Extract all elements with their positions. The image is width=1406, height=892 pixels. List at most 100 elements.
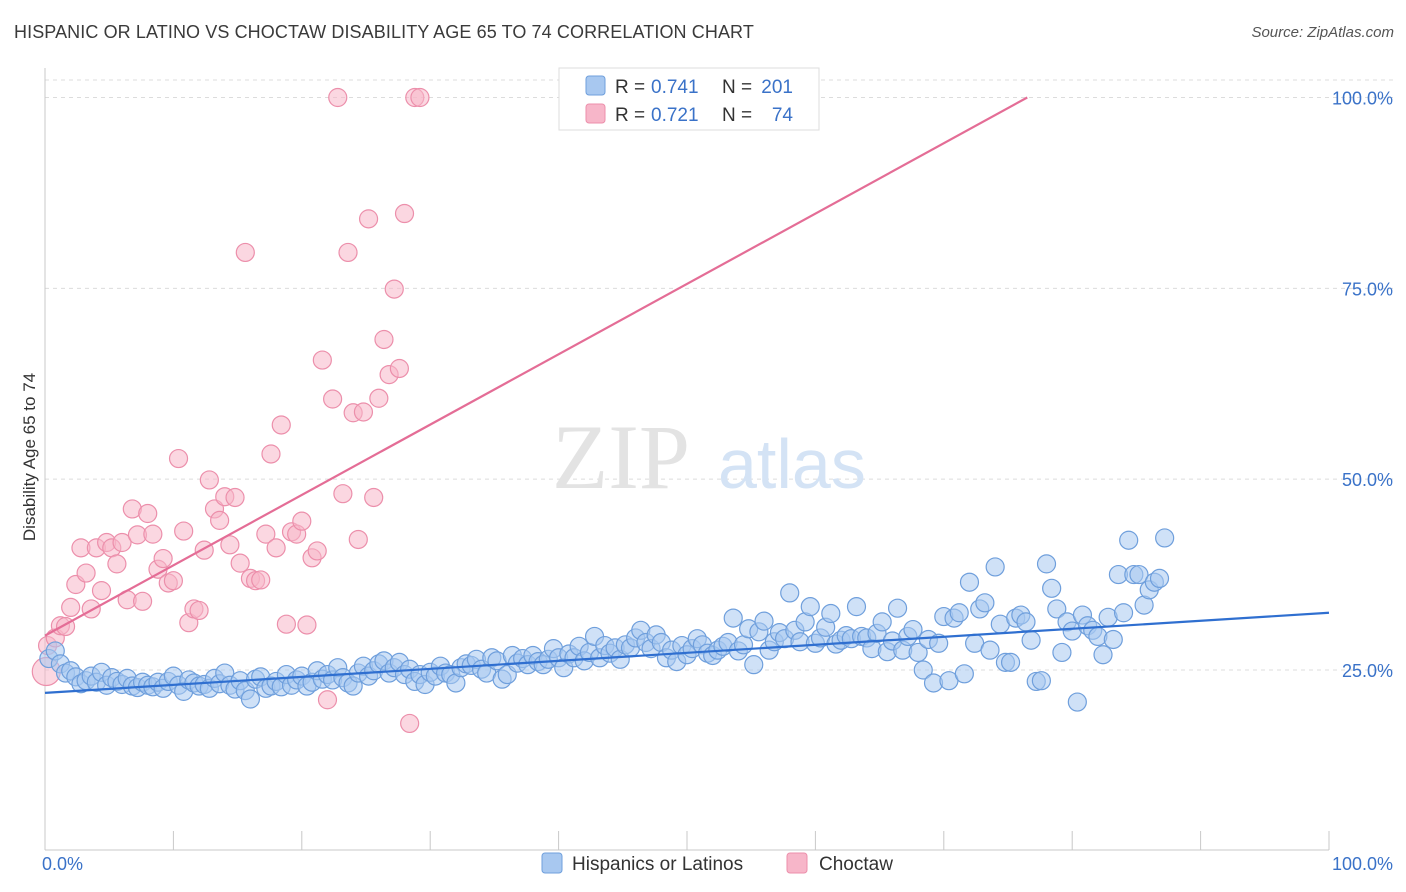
hispanic-point-212 xyxy=(1129,564,1149,585)
choctaw-point-56 xyxy=(323,389,343,409)
choctaw-point-51 xyxy=(297,615,317,635)
choctaw-point-64 xyxy=(364,487,384,508)
chart-title: HISPANIC OR LATINO VS CHOCTAW DISABILITY… xyxy=(14,22,754,42)
watermark-atlas: atlas xyxy=(718,425,866,503)
stats-r-value-2: 0.721 xyxy=(651,105,699,126)
choctaw-point-70 xyxy=(394,203,415,224)
hispanic-point-191 xyxy=(1021,630,1041,650)
choctaw-point-50 xyxy=(292,511,312,531)
hispanic-point-190 xyxy=(1016,612,1036,632)
choctaw-point-8 xyxy=(76,563,96,583)
hispanic-points xyxy=(39,528,1175,712)
hispanic-point-195 xyxy=(1042,578,1062,598)
choctaw-point-30 xyxy=(189,600,209,621)
hispanic-point-216 xyxy=(1149,568,1170,589)
hispanic-point-217 xyxy=(1155,528,1175,548)
legend-label-choctaw: Choctaw xyxy=(819,854,893,875)
choctaw-point-53 xyxy=(307,541,327,561)
y-tick-label-75: 75.0% xyxy=(1342,279,1393,299)
y-tick-label-25: 25.0% xyxy=(1342,661,1393,681)
choctaw-point-57 xyxy=(328,87,348,108)
legend-swatch-pink xyxy=(585,103,606,124)
hispanic-point-173 xyxy=(929,633,949,653)
choctaw-point-47 xyxy=(276,614,296,634)
choctaw-point-37 xyxy=(225,487,245,508)
choctaw-point-44 xyxy=(261,444,281,464)
hispanic-point-194 xyxy=(1036,554,1057,574)
choctaw-point-65 xyxy=(369,388,389,408)
choctaw-point-45 xyxy=(266,538,286,558)
choctaw-point-11 xyxy=(91,581,112,601)
hispanic-point-157 xyxy=(846,597,867,617)
hispanic-point-210 xyxy=(1119,530,1139,550)
choctaw-point-68 xyxy=(384,279,404,299)
stats-legend: R = 0.741 N = 201 R = 0.721 N = 74 xyxy=(558,67,820,131)
hispanic-point-177 xyxy=(949,603,969,623)
hispanic-point-187 xyxy=(1000,652,1021,672)
choctaw-point-34 xyxy=(210,510,230,530)
hispanic-point-209 xyxy=(1113,603,1134,623)
choctaw-point-63 xyxy=(358,209,379,229)
choctaw-point-32 xyxy=(199,470,219,490)
hispanic-point-170 xyxy=(913,660,933,680)
choctaw-point-36 xyxy=(220,535,240,555)
stats-r-value-1: 0.741 xyxy=(651,77,699,98)
hispanic-point-183 xyxy=(980,640,1000,660)
stats-n-value-2: 74 xyxy=(772,105,794,126)
choctaw-point-25 xyxy=(163,571,183,591)
choctaw-point-27 xyxy=(174,521,194,541)
source-label: Source: ZipAtlas.com xyxy=(1251,24,1394,41)
hispanic-point-205 xyxy=(1093,645,1113,665)
hispanic-point-184 xyxy=(985,557,1005,577)
choctaw-point-46 xyxy=(271,415,291,435)
hispanic-trend-line xyxy=(44,611,1330,694)
stats-n-label-2: N = xyxy=(722,105,752,126)
choctaw-point-43 xyxy=(256,524,276,544)
choctaw-point-62 xyxy=(353,402,374,422)
hispanic-point-148 xyxy=(800,597,820,617)
x-tick-label-100: 100.0% xyxy=(1332,854,1393,874)
choctaw-point-14 xyxy=(107,554,127,574)
choctaw-trend-line xyxy=(44,96,1028,637)
legend-label-hispanic: Hispanics or Latinos xyxy=(572,854,743,875)
hispanic-point-197 xyxy=(1052,642,1072,663)
trend-lines xyxy=(44,96,1330,694)
hispanic-point-165 xyxy=(887,598,908,618)
hispanic-point-169 xyxy=(908,642,928,663)
choctaw-point-39 xyxy=(235,242,255,263)
legend-swatch-blue xyxy=(585,75,606,96)
hispanic-point-168 xyxy=(903,619,923,640)
axes xyxy=(44,68,1330,851)
y-tick-label-50: 50.0% xyxy=(1342,470,1393,490)
choctaw-point-15 xyxy=(112,532,132,553)
hispanic-point-179 xyxy=(959,572,980,592)
hispanic-point-39 xyxy=(240,689,261,709)
choctaw-point-54 xyxy=(312,350,332,370)
hispanic-point-207 xyxy=(1103,629,1123,650)
hispanic-point-204 xyxy=(1088,626,1108,647)
choctaw-point-23 xyxy=(153,548,173,569)
hispanic-point-193 xyxy=(1031,671,1051,691)
choctaw-point-26 xyxy=(168,448,189,469)
hispanic-point-196 xyxy=(1047,599,1067,619)
hispanic-point-135 xyxy=(733,635,754,655)
hispanic-point-144 xyxy=(780,583,800,603)
choctaw-point-71 xyxy=(400,713,420,734)
y-axis-label: Disability Age 65 to 74 xyxy=(20,373,39,541)
y-tick-label-100: 100.0% xyxy=(1332,89,1393,109)
x-tick-label-0: 0.0% xyxy=(42,854,83,874)
legend-swatch-choctaw xyxy=(786,852,808,874)
hispanic-point-139 xyxy=(754,611,774,631)
choctaw-point-9 xyxy=(81,599,101,619)
hispanic-point-182 xyxy=(975,593,995,613)
stats-n-value-1: 201 xyxy=(761,77,793,98)
hispanic-point-162 xyxy=(872,612,892,632)
stats-r-label-2: R = xyxy=(615,105,645,126)
choctaw-point-19 xyxy=(132,591,153,611)
choctaw-point-66 xyxy=(374,329,394,350)
choctaw-point-73 xyxy=(410,87,430,108)
choctaw-point-59 xyxy=(338,242,358,263)
hispanic-point-137 xyxy=(744,655,764,675)
watermark: ZIP atlas xyxy=(552,406,866,508)
